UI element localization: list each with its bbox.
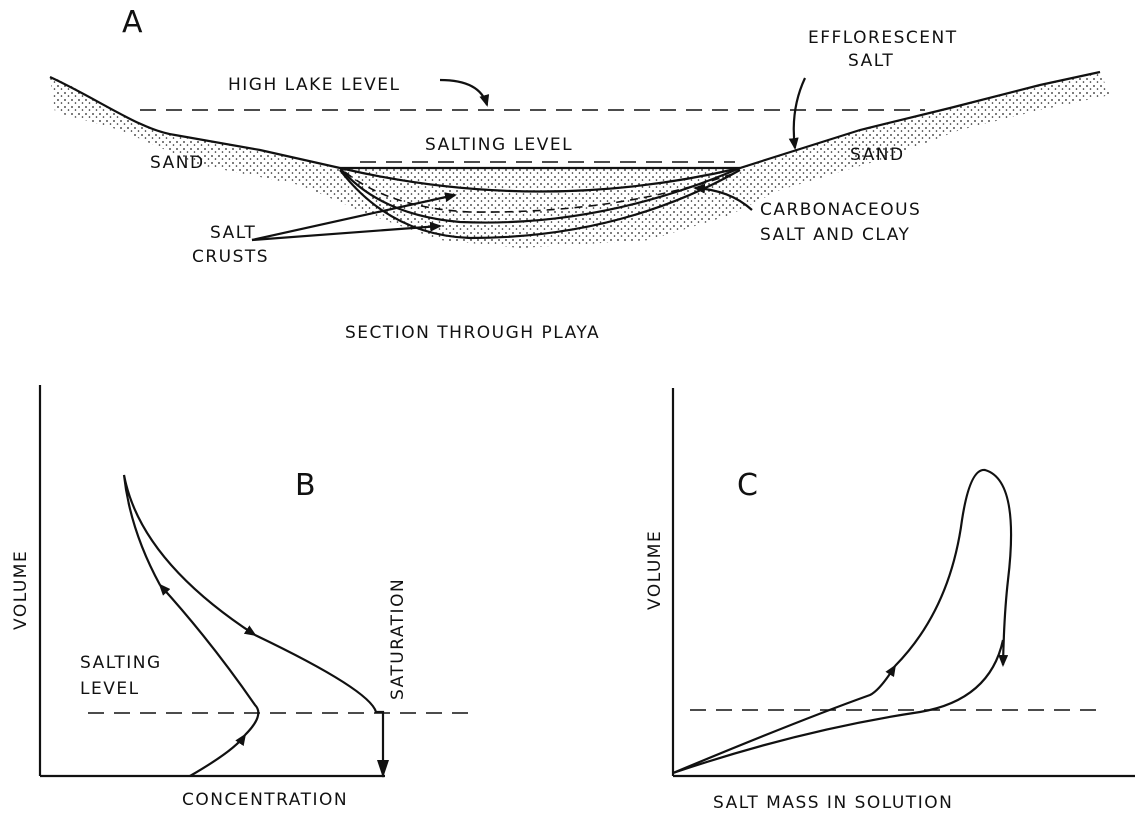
- curve: [673, 666, 895, 773]
- label: SATURATION: [388, 578, 408, 700]
- label: SAND: [150, 153, 205, 173]
- label: CRUSTS: [192, 247, 269, 267]
- arrow: [794, 78, 805, 148]
- label: HIGH LAKE LEVEL: [228, 75, 401, 95]
- axis-title: CONCENTRATION: [182, 790, 348, 810]
- sand-deposit: [50, 72, 1110, 248]
- figure: A HIGH LAKE LEVEL EFFLORESCENT SALT SALT…: [0, 0, 1138, 813]
- axis-title: VOLUME: [11, 550, 31, 630]
- label: SALT: [848, 51, 894, 71]
- label: SALT: [210, 223, 256, 243]
- label: EFFLORESCENT: [808, 28, 958, 48]
- panel-c: C VOLUME SALT MASS IN SOLUTION: [645, 388, 1135, 813]
- curve: [190, 735, 245, 776]
- label: LEVEL: [80, 679, 140, 699]
- caption: SECTION THROUGH PLAYA: [345, 323, 600, 343]
- panel-a: A HIGH LAKE LEVEL EFFLORESCENT SALT SALT…: [50, 5, 1110, 343]
- label: SALTING: [80, 653, 162, 673]
- panel-label: A: [122, 5, 143, 40]
- panel-label: C: [737, 468, 758, 503]
- axis-title: SALT MASS IN SOLUTION: [713, 793, 953, 813]
- curve: [124, 475, 255, 635]
- label: SALT AND CLAY: [760, 225, 910, 245]
- label: CARBONACEOUS: [760, 200, 921, 220]
- label: SAND: [850, 145, 905, 165]
- label: SALTING LEVEL: [425, 135, 573, 155]
- panel-b: B VOLUME SALTING LEVEL SATURATION CONCEN…: [11, 385, 470, 810]
- curve: [255, 635, 383, 776]
- arrow: [440, 80, 487, 105]
- axis-title: VOLUME: [645, 530, 665, 610]
- curve: [895, 470, 1011, 666]
- panel-label: B: [295, 468, 316, 503]
